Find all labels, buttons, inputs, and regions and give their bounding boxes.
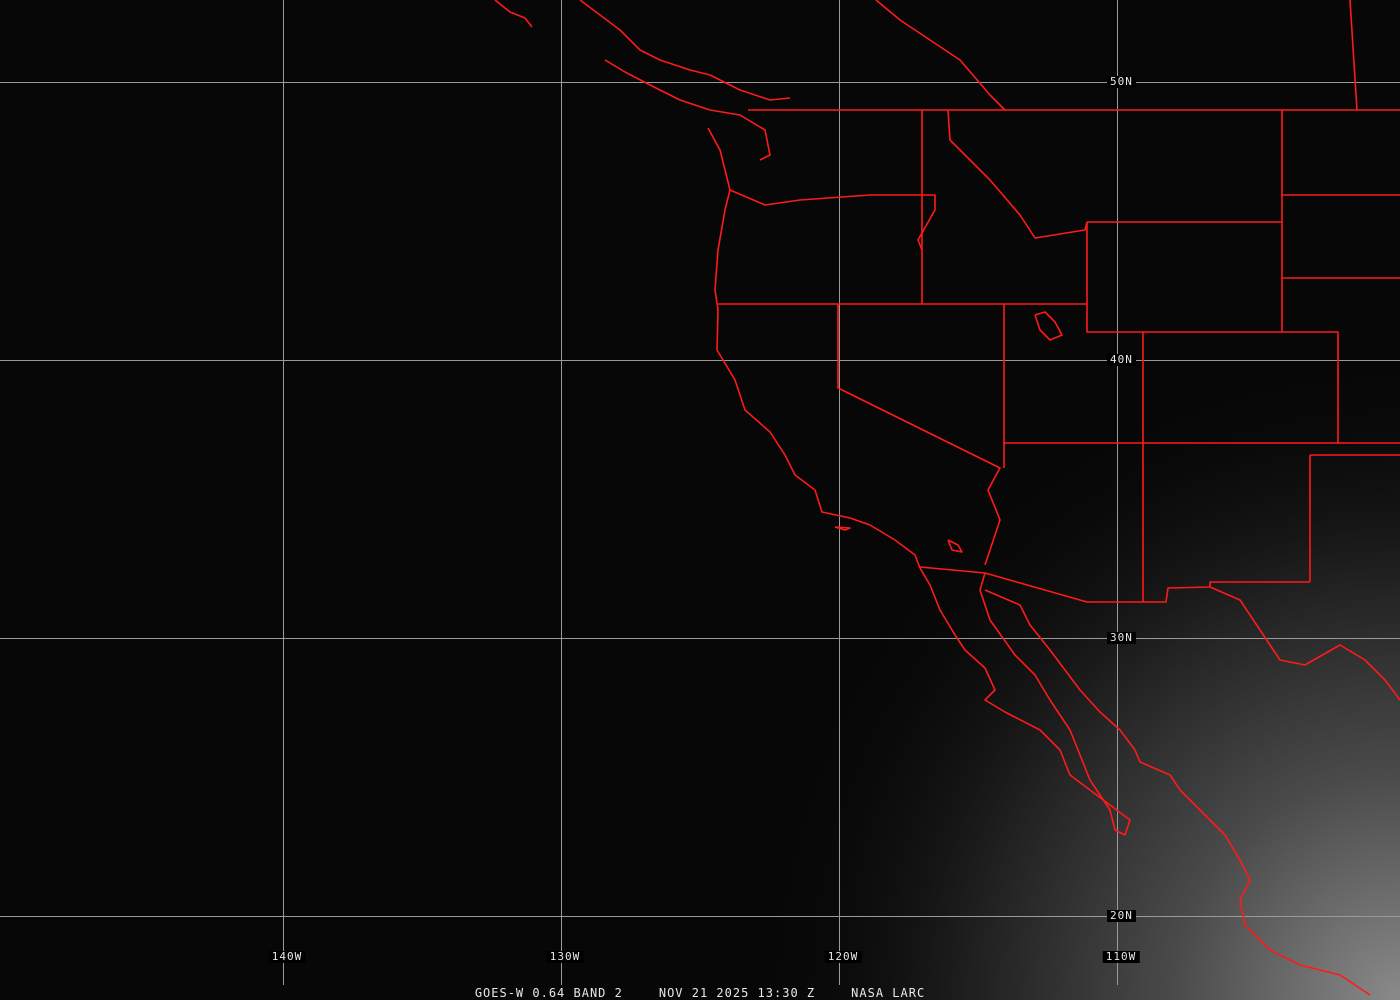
- image-caption: GOES-W 0.64 BAND 2 NOV 21 2025 13:30 Z NAS…: [0, 986, 1400, 1000]
- border-ca-nv: [837, 304, 1001, 566]
- great-salt-lake: [1034, 311, 1063, 341]
- border-wa-or: [729, 189, 936, 251]
- border-us-mexico: [919, 566, 1310, 603]
- border-id-mt: [947, 109, 1088, 239]
- coastline-vancouver-island: [604, 59, 771, 161]
- coastline-vancouver: [579, 0, 791, 101]
- image-credit: NASA LARC: [851, 986, 926, 1000]
- lon-label-130w: 130W: [546, 951, 584, 963]
- lat-label-30n: 30N: [1107, 632, 1136, 644]
- salton-sea: [947, 539, 963, 553]
- lon-label-110w: 110W: [1102, 951, 1140, 963]
- image-datetime: NOV 21 2025 13:30 Z: [658, 986, 816, 1000]
- lat-label-20n: 20N: [1107, 910, 1136, 922]
- coastline-bc: [494, 0, 533, 28]
- lat-label-50n: 50N: [1107, 76, 1136, 88]
- border-nd-mt: [1349, 0, 1358, 111]
- satellite-band: GOES-W 0.64 BAND 2: [474, 986, 623, 1000]
- lat-label-40n: 40N: [1107, 354, 1136, 366]
- lon-label-120w: 120W: [824, 951, 862, 963]
- coastline-baja-west: [919, 567, 1131, 836]
- lon-label-140w: 140W: [268, 951, 306, 963]
- channel-islands: [834, 526, 851, 531]
- coastline-mexico: [984, 589, 1371, 996]
- coastline-baja-gulf: [979, 572, 1116, 831]
- coastline-gulf-mexico: [1209, 586, 1400, 701]
- border-canada-east: [875, 0, 1006, 111]
- map-borders: [494, 0, 1400, 996]
- coastline-west: [707, 127, 921, 569]
